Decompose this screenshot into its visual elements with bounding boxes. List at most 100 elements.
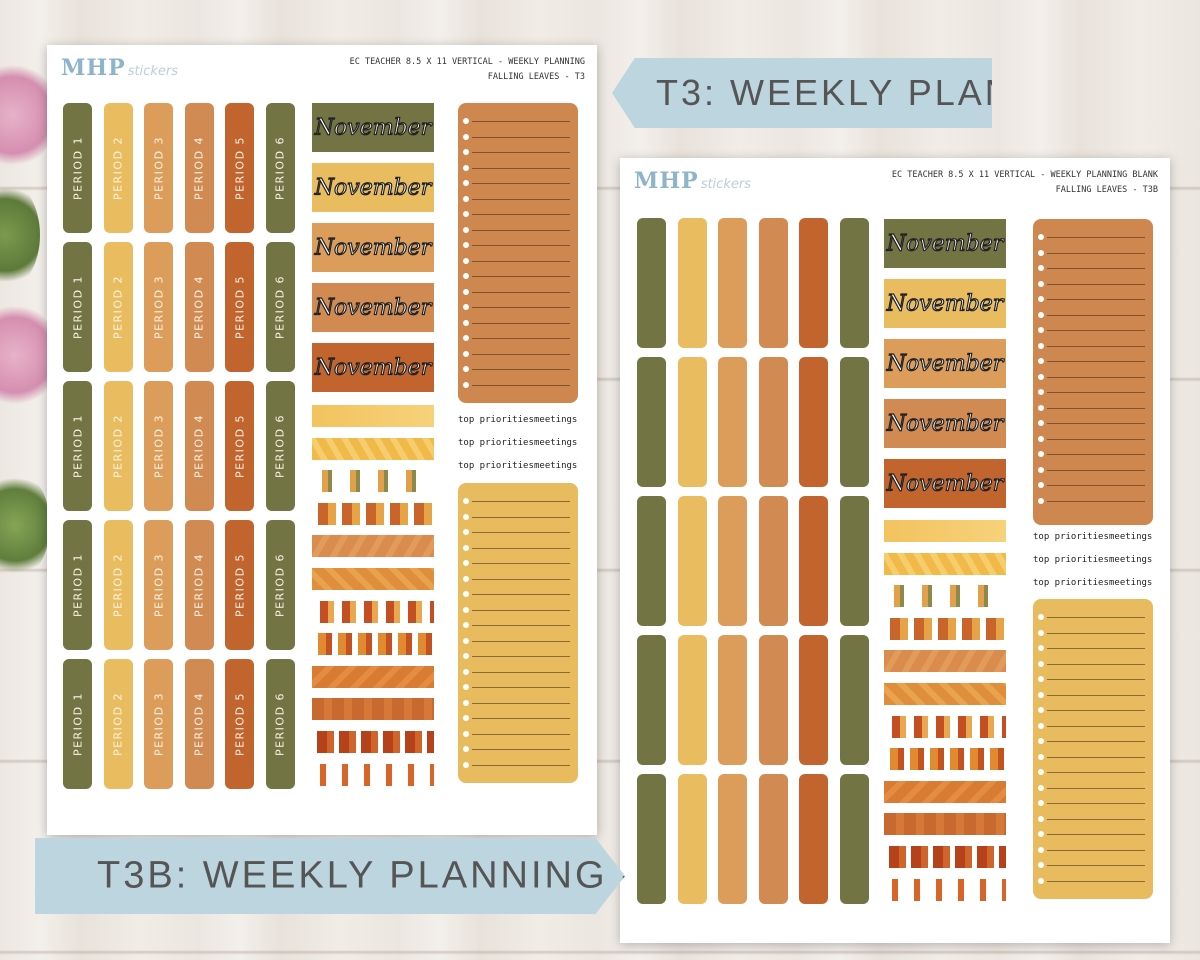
checkbox-dot: [463, 498, 469, 504]
checkbox-dot: [1038, 296, 1044, 302]
top-priorities-text: top priorities: [1033, 532, 1109, 542]
period-strip: PERIOD 2: [103, 242, 133, 372]
ruled-line: [1047, 663, 1145, 665]
checkbox-dot: [1038, 629, 1044, 636]
month-label-sticker: November: [884, 339, 1006, 388]
period-strip: PERIOD 1: [63, 242, 92, 372]
ruled-line: [1047, 865, 1145, 866]
checkbox-dot: [463, 575, 469, 582]
ruled-line: [1047, 648, 1145, 649]
month-text: November: [314, 114, 432, 140]
checkbox-dot: [463, 257, 469, 264]
washi-strip-sticker: [884, 748, 1006, 771]
period-label: PERIOD 2: [111, 552, 125, 618]
checkbox-dot: [463, 653, 469, 659]
checkbox-dot: [463, 684, 469, 690]
washi-strip-sticker: [312, 600, 434, 623]
meetings-label: meetings: [534, 461, 577, 471]
period-strip: [637, 635, 666, 765]
month-label-sticker: November: [312, 283, 434, 332]
checkbox-dot: [1038, 311, 1044, 318]
period-strip: [718, 635, 747, 765]
month-label-sticker: November: [884, 279, 1006, 328]
period-label: PERIOD 5: [233, 691, 246, 757]
ruled-line: [472, 121, 570, 122]
period-strip: PERIOD 6: [265, 242, 295, 372]
checkbox-dot: [1038, 482, 1044, 488]
top-priorities-label: top priorities: [1033, 555, 1109, 565]
ruled-line: [1047, 345, 1145, 347]
period-label: PERIOD 5: [233, 135, 246, 201]
ruled-line: [472, 733, 570, 735]
checkbox-dot: [463, 350, 469, 357]
checkbox-dot: [1038, 784, 1044, 791]
leaf-decoration: [0, 180, 40, 290]
sticker-sheet-t3b: MHP stickers EC TEACHER 8.5 X 11 VERTICAL…: [620, 158, 1170, 943]
ruled-line: [1047, 469, 1145, 471]
ruled-line: [1047, 485, 1145, 486]
ruled-line: [472, 640, 570, 642]
top-priorities-text: top priorities: [1033, 555, 1109, 565]
meetings-label: meetings: [1109, 532, 1152, 542]
period-strip: [718, 496, 747, 626]
ruled-line: [1047, 818, 1145, 820]
checkbox-dot: [463, 335, 469, 341]
period-strip: [677, 774, 707, 904]
washi-strip-sticker: [884, 617, 1006, 640]
meetings-text: meetings: [1109, 555, 1153, 565]
ruled-line: [1047, 407, 1145, 409]
checkbox-dot: [463, 226, 469, 233]
checkbox-dot: [463, 366, 469, 372]
checkbox-dot: [463, 637, 469, 644]
sheet-title: EC TEACHER 8.5 X 11 VERTICAL - WEEKLY PL…: [891, 170, 1158, 195]
period-label: PERIOD 2: [111, 274, 125, 340]
washi-strip-sticker: [312, 437, 434, 460]
month-text: November: [886, 410, 1004, 436]
leaf-decoration: [0, 470, 50, 580]
period-strip: [758, 496, 788, 626]
period-strip: PERIOD 6: [265, 659, 295, 789]
ruled-line: [1047, 454, 1145, 455]
ruled-line: [1047, 756, 1145, 758]
ruled-line: [1047, 299, 1145, 300]
ruled-line: [1047, 330, 1145, 331]
period-strip: PERIOD 3: [144, 381, 173, 511]
ruled-line: [1047, 741, 1145, 742]
ruled-line: [472, 671, 570, 673]
period-strip: [677, 496, 707, 626]
washi-strip-sticker: [884, 878, 1006, 901]
checkbox-dot: [1038, 234, 1044, 240]
washi-strip-sticker: [312, 535, 434, 558]
ruled-line: [472, 532, 570, 533]
checkbox-dot: [463, 668, 469, 675]
period-label: PERIOD 6: [273, 413, 287, 479]
period-strip: [839, 218, 869, 348]
checkbox-dot: [1038, 738, 1044, 744]
period-strip: PERIOD 3: [144, 520, 173, 650]
period-label: PERIOD 6: [273, 691, 287, 757]
period-label: PERIOD 4: [192, 413, 206, 479]
ruled-line: [472, 369, 570, 370]
period-label: PERIOD 5: [233, 552, 246, 618]
period-strip: PERIOD 2: [103, 381, 133, 511]
checkbox-dot: [1038, 707, 1044, 713]
meetings-text: meetings: [534, 415, 578, 425]
checkbox-dot: [463, 133, 469, 140]
meetings-label: meetings: [1109, 578, 1152, 588]
checkbox-dot: [463, 730, 469, 737]
banner-t3b: T3B: WEEKLY PLANNING -BLANK: [35, 838, 625, 914]
washi-strip-sticker: [312, 405, 434, 427]
period-strip: PERIOD 1: [63, 520, 92, 650]
period-strip: [839, 357, 869, 487]
checkbox-dot: [1038, 645, 1044, 651]
ruled-line: [472, 353, 570, 355]
ruled-line: [472, 167, 570, 169]
period-strip: [677, 357, 707, 487]
checkbox-dot: [1038, 691, 1044, 698]
period-strip: [718, 218, 747, 348]
top-priorities-text: top priorities: [458, 461, 534, 471]
checkbox-dot: [1038, 614, 1044, 620]
checkbox-dot: [463, 195, 469, 202]
checkbox-dot: [463, 288, 469, 295]
checkbox-dot: [463, 715, 469, 721]
